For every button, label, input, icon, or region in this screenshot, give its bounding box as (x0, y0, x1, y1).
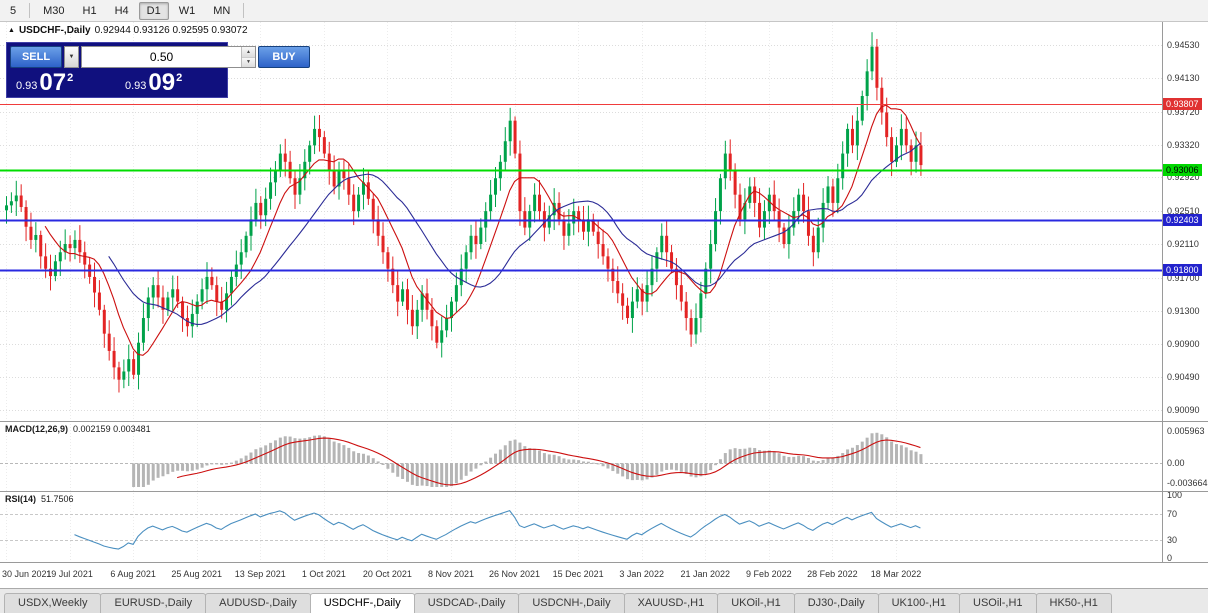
tab-usdcnh-daily[interactable]: USDCNH-,Daily (518, 593, 625, 613)
timeframe-toolbar: 5 M30 H1 H4 D1 W1 MN (0, 0, 1208, 22)
sell-price[interactable]: 0.93 07 2 (16, 69, 74, 96)
timeframe-button-mn[interactable]: MN (213, 4, 231, 17)
buy-price-base: 0.93 (125, 80, 147, 92)
chevron-down-icon: ▼ (68, 54, 75, 60)
tab-usdx-weekly[interactable]: USDX,Weekly (4, 593, 102, 613)
price-line-badge: 0.93807 (1163, 98, 1202, 111)
timeframe-button-h4[interactable]: H4 (114, 4, 129, 17)
tab-audusd-daily[interactable]: AUDUSD-,Daily (205, 593, 311, 613)
price-axis-label: 0.91300 (1167, 305, 1200, 316)
timeframe-button-w1[interactable]: W1 (178, 4, 196, 17)
tab-hk50-h1[interactable]: HK50-,H1 (1035, 593, 1112, 613)
tab-ukoil-h1[interactable]: UKOil-,H1 (717, 593, 795, 613)
price-axis-label: 0.91700 (1167, 272, 1200, 283)
timeframe-button-d1[interactable]: D1 (138, 1, 169, 20)
price-axis-label: 0.90900 (1167, 338, 1200, 349)
date-axis-label: 21 Jan 2022 (680, 569, 731, 579)
toolbar-divider (29, 3, 31, 18)
lot-spinner: ▲ ▼ (241, 47, 255, 67)
chart-tabs-bar: USDX,Weekly EURUSD-,Daily AUDUSD-,Daily USD… (0, 588, 1208, 613)
sell-button[interactable]: SELL (10, 46, 62, 68)
price-axis-label: 0.92110 (1167, 239, 1199, 250)
date-axis-label: 3 Jan 2022 (619, 569, 664, 579)
symbol-marker-icon: ▲ (8, 27, 15, 34)
date-axis-label: 13 Sep 2021 (234, 569, 286, 579)
date-axis-label: 8 Nov 2021 (427, 569, 475, 579)
chart-window: ▲ USDCHF-,Daily 0.92944 0.93126 0.92595 … (0, 22, 1208, 563)
timeframe-button-m30[interactable]: M30 (43, 4, 65, 17)
lot-increase-button[interactable]: ▲ (242, 47, 255, 58)
sell-price-pip: 2 (67, 72, 74, 84)
date-axis-label: 30 Jun 2021 (2, 569, 52, 579)
tab-dj30-daily[interactable]: DJ30-,Daily (793, 593, 879, 613)
macd-axis-label: -0.003664 (1167, 478, 1208, 488)
date-axis-label: 20 Oct 2021 (362, 569, 412, 579)
rsi-indicator-label: RSI(14) 51.7506 (5, 494, 74, 504)
tab-usoil-h1[interactable]: USOil-,H1 (959, 593, 1037, 613)
rsi-axis-label: 70 (1167, 509, 1178, 520)
rsi-axis-label: 30 (1167, 534, 1178, 545)
chart-ohlc-values: 0.92944 0.93126 0.92595 0.93072 (94, 25, 248, 36)
chart-title: ▲ USDCHF-,Daily 0.92944 0.93126 0.92595 … (8, 25, 248, 36)
timeframe-button-h1[interactable]: H1 (82, 4, 97, 17)
macd-name: MACD(12,26,9) (5, 424, 69, 434)
date-axis-label: 19 Jul 2021 (46, 569, 93, 579)
date-axis-label: 15 Dec 2021 (552, 569, 604, 579)
price-axis-label: 0.93320 (1167, 139, 1200, 150)
buy-price-pip: 2 (176, 72, 183, 84)
candlestick-chart[interactable] (0, 22, 1162, 562)
date-axis-label: 18 Mar 2022 (870, 569, 922, 579)
tab-usdcad-daily[interactable]: USDCAD-,Daily (413, 593, 520, 613)
price-axis-label: 0.94530 (1167, 40, 1200, 51)
pane-separator (1163, 491, 1208, 492)
price-axis-label: 0.92510 (1167, 206, 1200, 217)
date-axis-label: 9 Feb 2022 (746, 569, 792, 579)
tab-uk100-h1[interactable]: UK100-,H1 (877, 593, 961, 613)
lot-field: ▲ ▼ (81, 46, 256, 68)
date-axis-label: 26 Nov 2021 (489, 569, 541, 579)
sell-price-big: 07 (39, 69, 67, 96)
spinner-up-icon: ▲ (246, 48, 251, 55)
price-line-badge: 0.93006 (1163, 164, 1202, 177)
toolbar-divider (243, 3, 245, 18)
price-axis-label: 0.92920 (1167, 172, 1200, 183)
sell-price-base: 0.93 (16, 80, 38, 92)
buy-price[interactable]: 0.93 09 2 (125, 69, 183, 96)
rsi-axis-label: 0 (1167, 553, 1173, 563)
date-axis-label: 28 Feb 2022 (807, 569, 858, 579)
price-axis: 0.94530 0.94130 0.93720 0.93320 0.92920 0.925… (1162, 22, 1208, 563)
spinner-down-icon: ▼ (246, 59, 251, 66)
rsi-axis-label: 100 (1167, 490, 1183, 500)
price-axis-label: 0.90490 (1167, 372, 1200, 383)
rsi-name: RSI(14) (5, 494, 37, 504)
tab-xauusd-h1[interactable]: XAUUSD-,H1 (623, 593, 719, 613)
macd-axis-label: 0.005963 (1167, 426, 1205, 436)
macd-values: 0.002159 0.003481 (73, 424, 151, 434)
date-axis-label: 1 Oct 2021 (301, 569, 346, 579)
price-axis-label: 0.90090 (1167, 405, 1200, 416)
price-line-badge: 0.92403 (1163, 213, 1202, 226)
chart-symbol-label: USDCHF-,Daily (18, 25, 91, 36)
macd-axis-label: 0.00 (1167, 458, 1185, 469)
date-axis-label: 6 Aug 2021 (110, 569, 156, 579)
buy-button[interactable]: BUY (258, 46, 310, 68)
tab-usdchf-daily[interactable]: USDCHF-,Daily (309, 593, 415, 613)
tab-eurusd-daily[interactable]: EURUSD-,Daily (100, 593, 207, 613)
date-axis-label: 25 Aug 2021 (171, 569, 222, 579)
pane-separator (1163, 421, 1208, 422)
price-axis-label: 0.94130 (1167, 72, 1200, 83)
macd-indicator-label: MACD(12,26,9) 0.002159 0.003481 (5, 424, 151, 434)
one-click-trading-panel: SELL ▼ ▲ ▼ BUY 0.93 07 (6, 42, 310, 98)
date-axis: 30 Jun 2021 19 Jul 2021 6 Aug 2021 25 Aug 2… (0, 562, 1208, 589)
price-axis-label: 0.93720 (1167, 106, 1200, 117)
timeframe-button-5[interactable]: 5 (10, 4, 17, 17)
lot-size-input[interactable] (82, 47, 241, 67)
rsi-value: 51.7506 (41, 494, 74, 504)
price-line-badge: 0.91800 (1163, 263, 1202, 276)
lot-dropdown-button[interactable]: ▼ (64, 46, 79, 68)
buy-price-big: 09 (148, 69, 176, 96)
lot-decrease-button[interactable]: ▼ (242, 57, 255, 67)
